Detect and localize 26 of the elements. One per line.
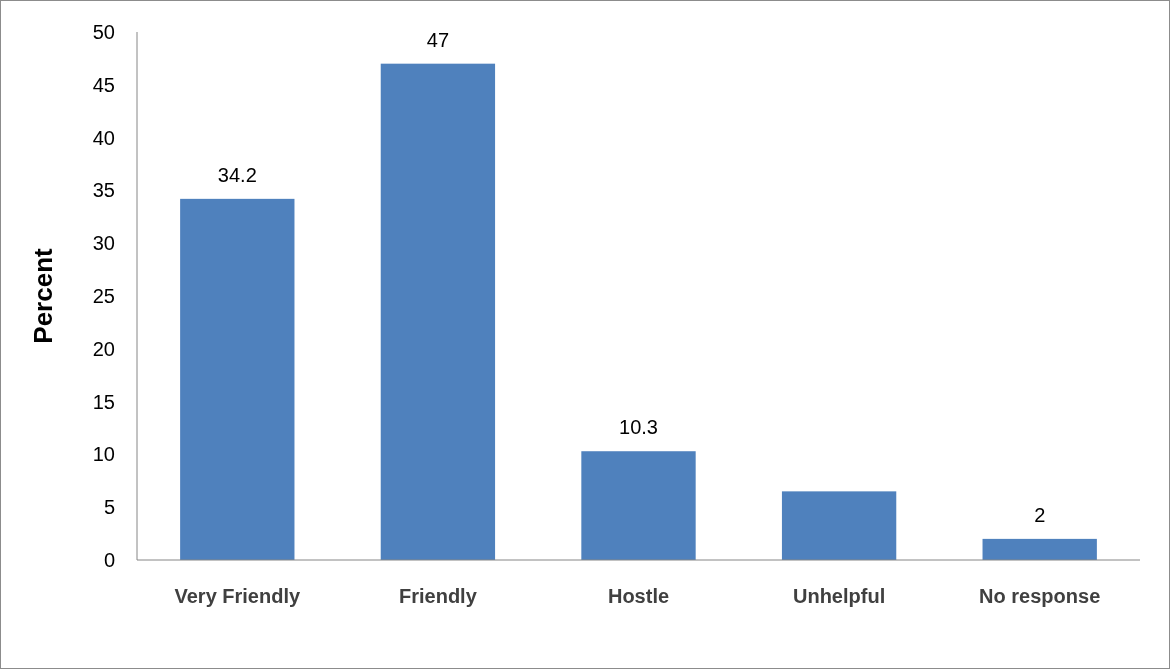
y-tick-label: 0 <box>103 549 115 571</box>
x-tick-label: No response <box>979 585 1101 607</box>
y-tick-label: 15 <box>92 390 115 413</box>
data-label: 47 <box>426 28 450 51</box>
bar <box>180 198 295 560</box>
bar <box>982 538 1097 560</box>
y-tick-label: 35 <box>92 179 115 202</box>
x-tick-label: Very Friendly <box>174 585 301 607</box>
data-label: 2 <box>1034 503 1046 526</box>
y-tick-label: 10 <box>92 443 115 466</box>
y-tick-label: 25 <box>92 285 115 307</box>
y-tick-label: 45 <box>92 73 115 96</box>
y-tick-label: 20 <box>92 337 115 360</box>
y-tick-label: 50 <box>92 21 115 43</box>
y-tick-label: 5 <box>103 496 115 519</box>
y-tick-label: 30 <box>92 232 115 255</box>
x-tick-label: Friendly <box>399 585 478 607</box>
bar <box>781 491 897 560</box>
data-label: 10.3 <box>619 416 658 439</box>
x-tick-label: Hostle <box>607 585 670 607</box>
y-tick-label: 40 <box>92 126 115 149</box>
bar <box>581 451 696 560</box>
data-label: 34.2 <box>217 163 257 186</box>
y-axis-title: Percent <box>28 247 58 344</box>
bar <box>380 63 496 560</box>
x-tick-label: Unhelpful <box>792 585 886 607</box>
